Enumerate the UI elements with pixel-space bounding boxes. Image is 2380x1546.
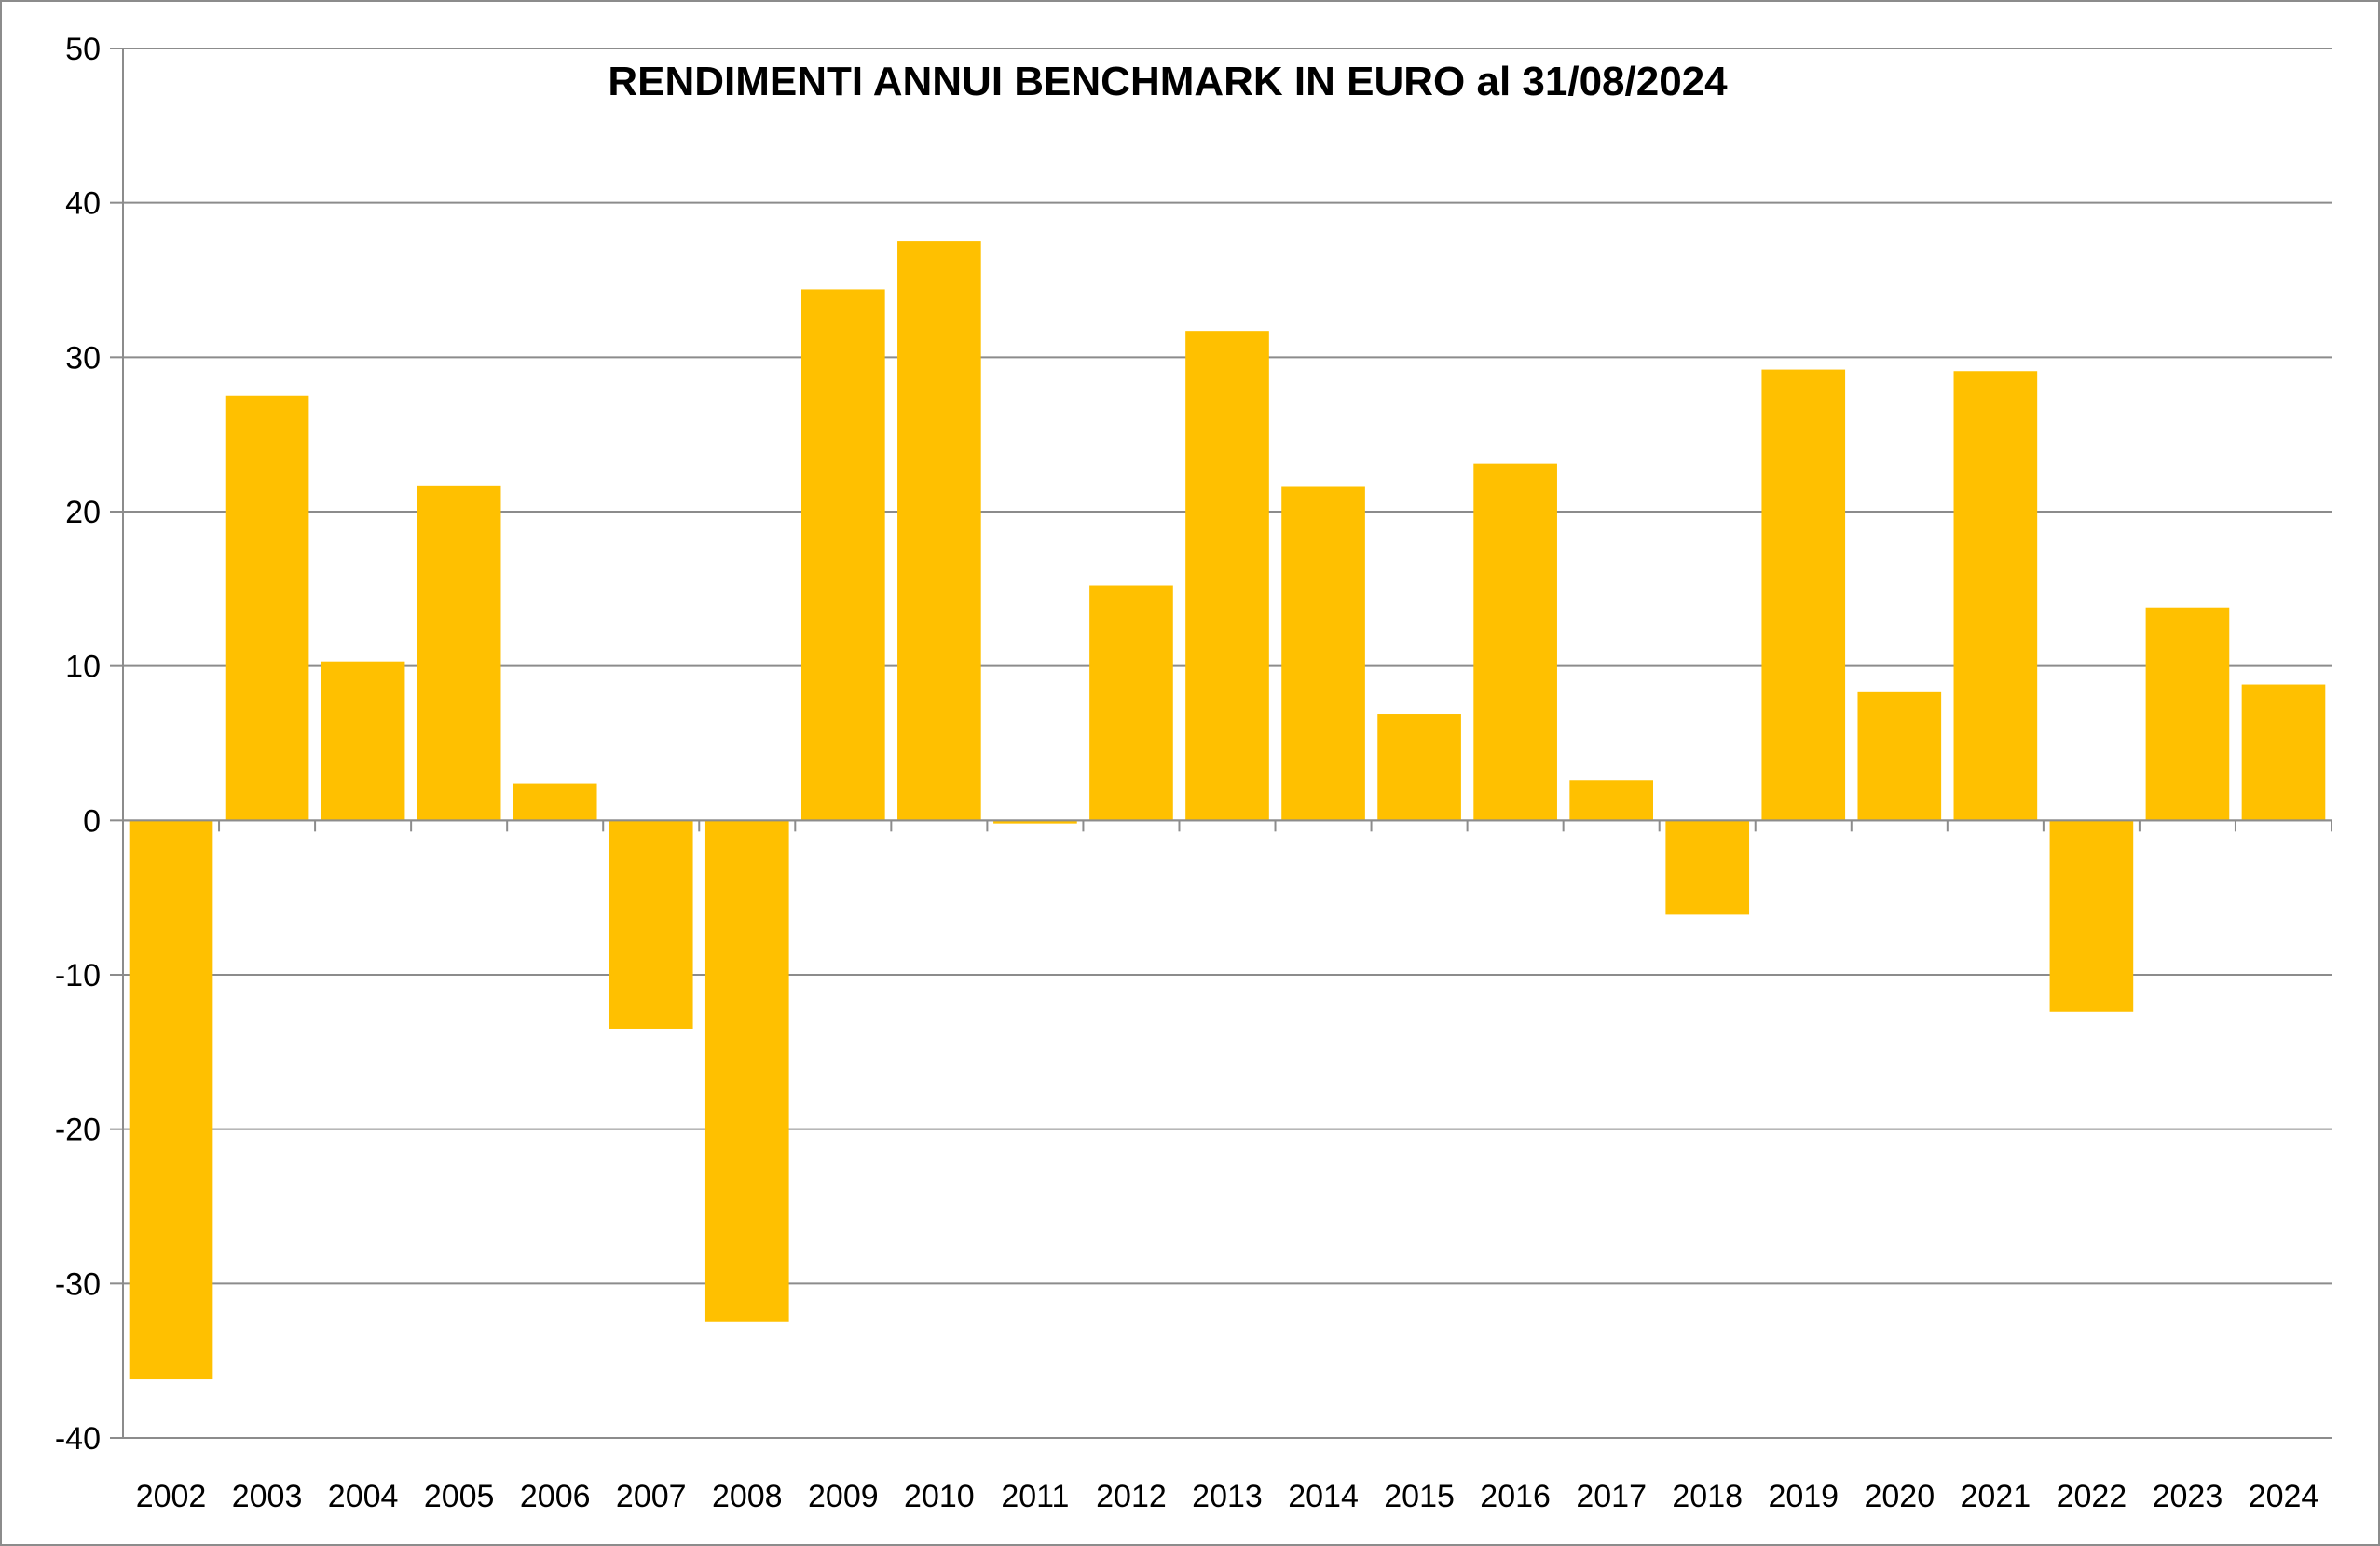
x-tick-label: 2020 — [1864, 1479, 1935, 1514]
bar-2024 — [2241, 684, 2326, 821]
x-tick-label: 2019 — [1768, 1479, 1839, 1514]
bars — [129, 241, 2326, 1380]
x-tick-label: 2005 — [424, 1479, 495, 1514]
x-tick-label: 2016 — [1480, 1479, 1551, 1514]
y-tick-label: 40 — [65, 186, 101, 222]
x-tick-label: 2024 — [2249, 1479, 2319, 1514]
x-tick-label: 2023 — [2153, 1479, 2223, 1514]
x-tick-label: 2004 — [328, 1479, 399, 1514]
bar-2005 — [417, 485, 501, 821]
axes — [110, 48, 2332, 1439]
x-tick-label: 2015 — [1384, 1479, 1455, 1514]
bar-2007 — [609, 820, 693, 1029]
y-tick-label: 10 — [65, 650, 101, 685]
bar-2006 — [513, 783, 597, 821]
x-tick-label: 2018 — [1672, 1479, 1743, 1514]
x-tick-label: 2021 — [1961, 1479, 2031, 1514]
bar-2002 — [129, 820, 213, 1380]
x-tick-label: 2011 — [1001, 1479, 1069, 1514]
bar-2016 — [1473, 463, 1557, 821]
bar-2013 — [1185, 331, 1269, 821]
y-tick-label: 0 — [83, 803, 101, 839]
x-tick-label: 2008 — [712, 1479, 783, 1514]
x-tick-label: 2014 — [1288, 1479, 1359, 1514]
x-tick-label: 2022 — [2057, 1479, 2127, 1514]
bar-2018 — [1665, 820, 1750, 915]
bar-2010 — [897, 241, 981, 821]
x-tick-label: 2012 — [1096, 1479, 1167, 1514]
x-tick-label: 2017 — [1576, 1479, 1647, 1514]
y-tick-labels: 50 40 30 20 10 0 -10 -20 -30 -40 — [55, 32, 101, 1457]
bar-2014 — [1281, 486, 1365, 821]
x-tick-label: 2009 — [808, 1479, 879, 1514]
bar-2017 — [1569, 780, 1653, 821]
y-tick-label: -10 — [55, 958, 101, 993]
bar-2015 — [1377, 714, 1461, 821]
y-tick-label: 50 — [65, 32, 101, 67]
y-tick-label: -40 — [55, 1421, 101, 1457]
bar-2004 — [321, 661, 405, 821]
x-tick-label: 2010 — [904, 1479, 975, 1514]
bar-2008 — [704, 820, 789, 1322]
bar-2022 — [2049, 820, 2134, 1012]
x-tick-label: 2002 — [136, 1479, 207, 1514]
bar-2009 — [801, 289, 885, 821]
x-tick-label: 2006 — [520, 1479, 591, 1514]
bar-2019 — [1761, 369, 1846, 821]
bar-2011 — [993, 820, 1077, 824]
y-tick-label: 30 — [65, 340, 101, 376]
bar-2012 — [1089, 585, 1173, 821]
bar-2020 — [1857, 691, 1942, 821]
x-tick-labels: 2002 2003 2004 2005 2006 2007 2008 2009 2010 2011… — [136, 1479, 2319, 1514]
y-tick-label: -30 — [55, 1266, 101, 1302]
bar-2021 — [1953, 371, 2038, 821]
x-tick-label: 2003 — [232, 1479, 303, 1514]
bar-2023 — [2145, 607, 2230, 821]
y-tick-label: -20 — [55, 1113, 101, 1148]
y-tick-label: 20 — [65, 495, 101, 530]
x-tick-label: 2013 — [1192, 1479, 1263, 1514]
chart-title: RENDIMENTI ANNUI BENCHMARK IN EURO al 31… — [608, 59, 1728, 104]
bar-2003 — [225, 395, 309, 821]
x-tick-label: 2007 — [616, 1479, 687, 1514]
